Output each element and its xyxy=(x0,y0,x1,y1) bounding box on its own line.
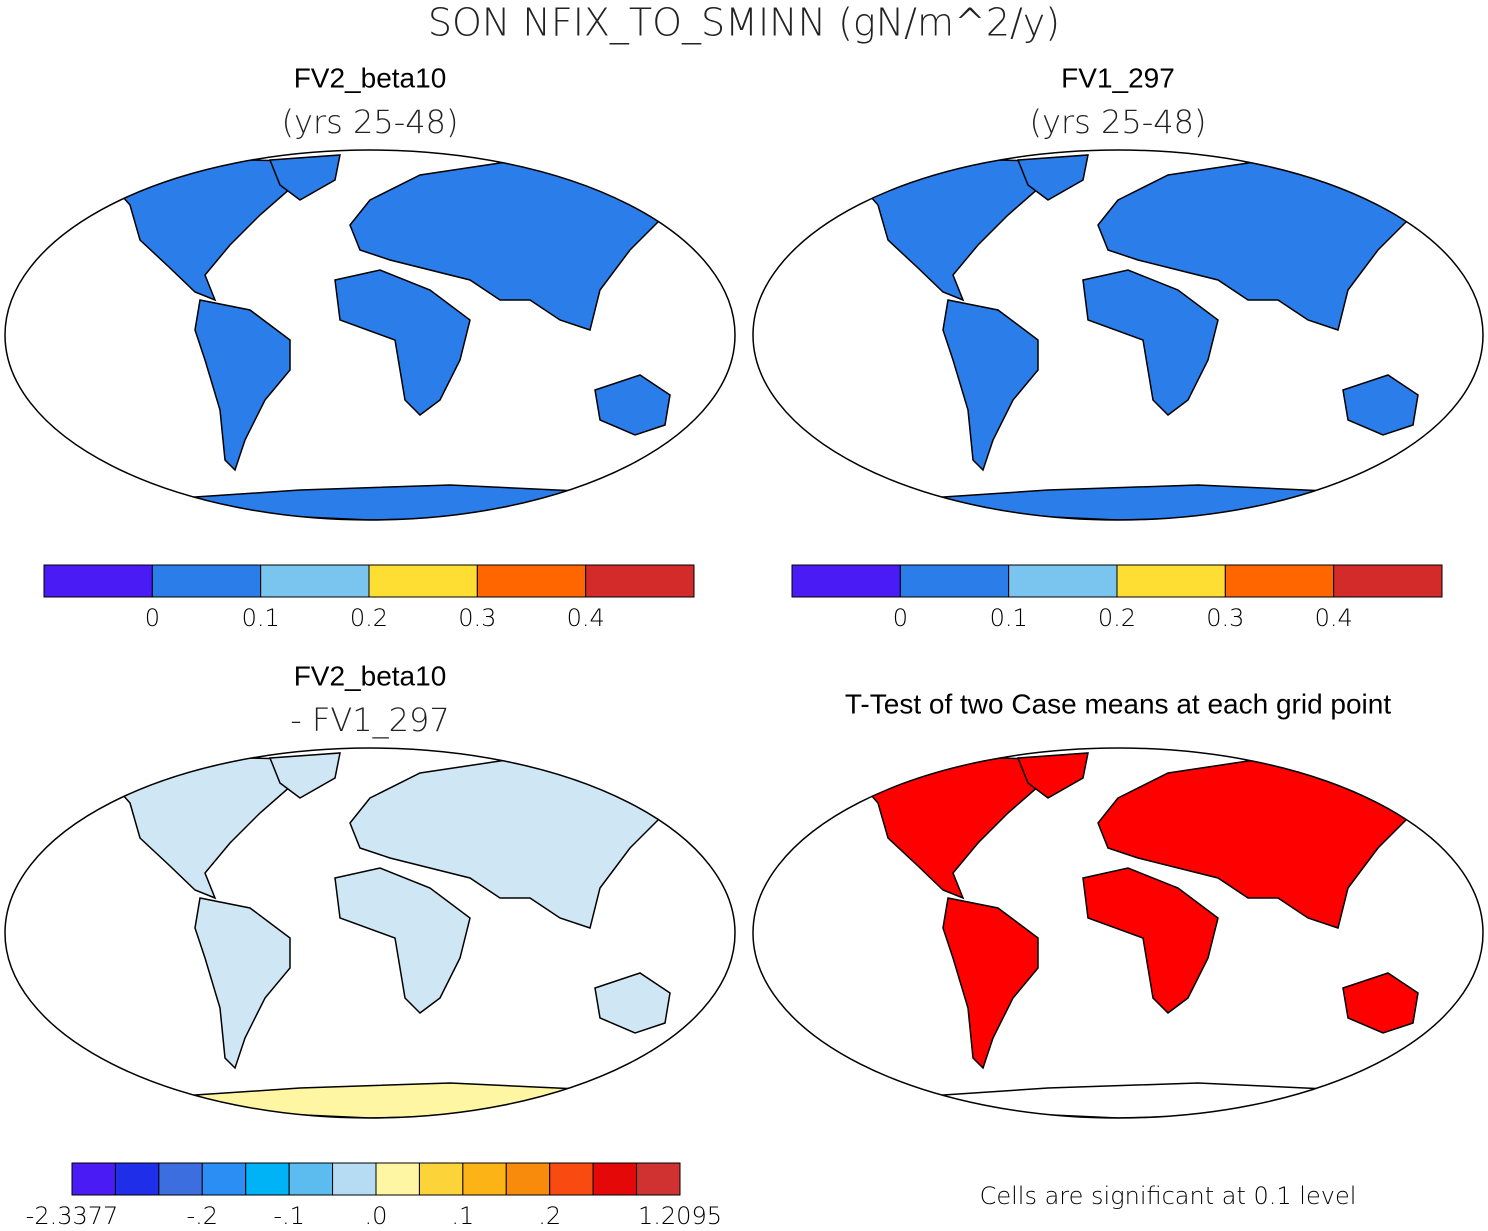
map xyxy=(106,154,692,520)
colorbar-label: 0.2 xyxy=(350,604,388,632)
colorbar-box xyxy=(288,1162,334,1196)
colorbar-box xyxy=(1224,564,1335,598)
land-antarctica xyxy=(897,484,1409,520)
land-greenland xyxy=(1016,154,1089,201)
land-na xyxy=(854,757,1081,900)
land-australia xyxy=(1342,972,1419,1034)
colorbar-label: 0.3 xyxy=(1206,604,1244,632)
land-na xyxy=(106,159,333,302)
land-africa xyxy=(334,867,471,1014)
panel-title: FV2_beta10 xyxy=(294,660,447,691)
colorbar-label: 0.3 xyxy=(458,604,496,632)
colorbar-box xyxy=(1116,564,1226,598)
land-antarctica xyxy=(897,1082,1409,1118)
colorbar-label: .0 xyxy=(365,1202,388,1227)
colorbar-box xyxy=(636,1162,681,1196)
colorbar-label: -.2 xyxy=(187,1202,219,1227)
colorbar-box xyxy=(375,1162,420,1196)
land-africa xyxy=(334,269,471,416)
land-greenland xyxy=(268,154,341,201)
land-na xyxy=(106,757,333,900)
colorbar-box xyxy=(1008,564,1118,598)
colorbar-label: 0.2 xyxy=(1098,604,1136,632)
map xyxy=(106,752,692,1118)
map xyxy=(854,752,1440,1118)
colorbar-box xyxy=(71,1162,116,1196)
land-australia xyxy=(594,972,671,1034)
land-na xyxy=(854,159,1081,302)
colorbar-box xyxy=(899,564,1010,598)
panel-subtitle: (yrs 25-48) xyxy=(282,103,459,141)
colorbar-box xyxy=(1333,564,1443,598)
colorbar-box xyxy=(260,564,370,598)
figure-title: SON NFIX_TO_SMINN (gN/m^2/y) xyxy=(428,1,1060,46)
colorbar-label: 0.1 xyxy=(242,604,280,632)
colorbar-label: 0.1 xyxy=(990,604,1028,632)
colorbar-box xyxy=(505,1162,551,1196)
colorbar-label: -.1 xyxy=(273,1202,305,1227)
colorbar-box xyxy=(151,564,262,598)
colorbar-label: 0 xyxy=(145,604,160,632)
land-africa xyxy=(1082,867,1219,1014)
land-sa xyxy=(194,299,291,472)
colorbar-label: 0.4 xyxy=(1315,604,1353,632)
colorbar-label: 0 xyxy=(893,604,908,632)
map xyxy=(854,154,1440,520)
colorbar-label: -2.3377 xyxy=(26,1202,119,1227)
map-outline xyxy=(752,747,1484,1119)
colorbar-box xyxy=(592,1162,638,1196)
colorbar-box xyxy=(462,1162,507,1196)
panel-title: T-Test of two Case means at each grid po… xyxy=(845,688,1391,719)
colorbar-label: 1.2095 xyxy=(638,1202,722,1227)
land-australia xyxy=(594,374,671,436)
land-greenland xyxy=(268,752,341,799)
colorbar-box xyxy=(368,564,478,598)
colorbar-box xyxy=(791,564,901,598)
colorbar-label: .2 xyxy=(538,1202,561,1227)
colorbar-box xyxy=(114,1162,160,1196)
colorbar-box xyxy=(332,1162,377,1196)
panel-title: FV2_beta10 xyxy=(294,62,447,93)
panel-title: FV1_297 xyxy=(1061,62,1175,93)
colorbar-box xyxy=(585,564,695,598)
colorbar-label: 0.4 xyxy=(567,604,605,632)
land-sa xyxy=(194,897,291,1070)
colorbar-box xyxy=(158,1162,203,1196)
map-outline xyxy=(752,149,1484,521)
land-africa xyxy=(1082,269,1219,416)
colorbar-label: .1 xyxy=(451,1202,474,1227)
footnote: Cells are significant at 0.1 level xyxy=(980,1182,1357,1210)
colorbar-box xyxy=(418,1162,464,1196)
land-sa xyxy=(942,299,1039,472)
land-australia xyxy=(1342,374,1419,436)
colorbar-box xyxy=(201,1162,247,1196)
panel-subtitle: - FV1_297 xyxy=(290,701,449,739)
land-greenland xyxy=(1016,752,1089,799)
colorbar-box xyxy=(245,1162,290,1196)
land-sa xyxy=(942,897,1039,1070)
colorbar-box xyxy=(43,564,153,598)
land-antarctica xyxy=(149,484,661,520)
colorbar-box xyxy=(549,1162,594,1196)
panel-subtitle: (yrs 25-48) xyxy=(1030,103,1207,141)
land-antarctica xyxy=(149,1082,661,1118)
map-outline xyxy=(4,747,736,1119)
colorbar-box xyxy=(476,564,587,598)
map-outline xyxy=(4,149,736,521)
